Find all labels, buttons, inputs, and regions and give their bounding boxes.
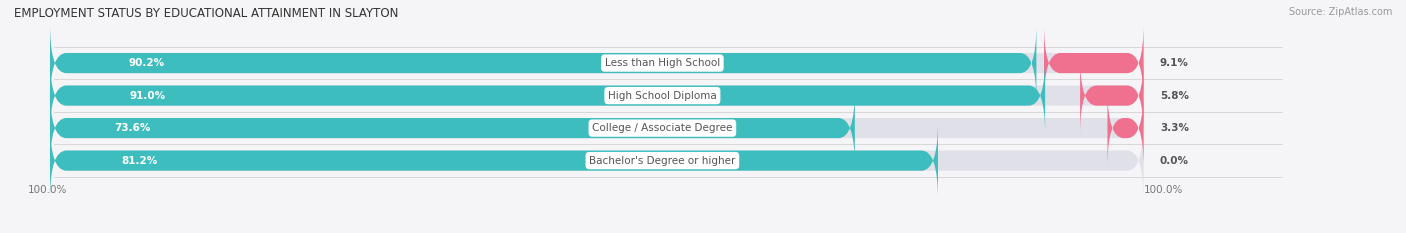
Text: 91.0%: 91.0% — [129, 91, 166, 101]
Text: EMPLOYMENT STATUS BY EDUCATIONAL ATTAINMENT IN SLAYTON: EMPLOYMENT STATUS BY EDUCATIONAL ATTAINM… — [14, 7, 398, 20]
FancyBboxPatch shape — [51, 89, 855, 167]
Text: 9.1%: 9.1% — [1160, 58, 1189, 68]
FancyBboxPatch shape — [1080, 57, 1143, 134]
Text: 90.2%: 90.2% — [129, 58, 165, 68]
Text: 0.0%: 0.0% — [1160, 156, 1189, 166]
Text: 73.6%: 73.6% — [114, 123, 150, 133]
FancyBboxPatch shape — [51, 24, 1036, 102]
Text: Source: ZipAtlas.com: Source: ZipAtlas.com — [1288, 7, 1392, 17]
FancyBboxPatch shape — [51, 122, 1143, 199]
FancyBboxPatch shape — [1045, 24, 1143, 102]
Legend: In Labor Force, Unemployed: In Labor Force, Unemployed — [467, 231, 665, 233]
Text: Less than High School: Less than High School — [605, 58, 720, 68]
Text: 81.2%: 81.2% — [121, 156, 157, 166]
Text: College / Associate Degree: College / Associate Degree — [592, 123, 733, 133]
Text: 100.0%: 100.0% — [1143, 185, 1182, 195]
Text: 100.0%: 100.0% — [28, 185, 67, 195]
FancyBboxPatch shape — [51, 57, 1143, 134]
Text: 3.3%: 3.3% — [1160, 123, 1189, 133]
Text: High School Diploma: High School Diploma — [607, 91, 717, 101]
FancyBboxPatch shape — [51, 89, 1143, 167]
FancyBboxPatch shape — [1108, 89, 1143, 167]
Text: Bachelor's Degree or higher: Bachelor's Degree or higher — [589, 156, 735, 166]
FancyBboxPatch shape — [51, 24, 1143, 102]
Text: 5.8%: 5.8% — [1160, 91, 1189, 101]
FancyBboxPatch shape — [51, 122, 938, 199]
FancyBboxPatch shape — [51, 57, 1045, 134]
